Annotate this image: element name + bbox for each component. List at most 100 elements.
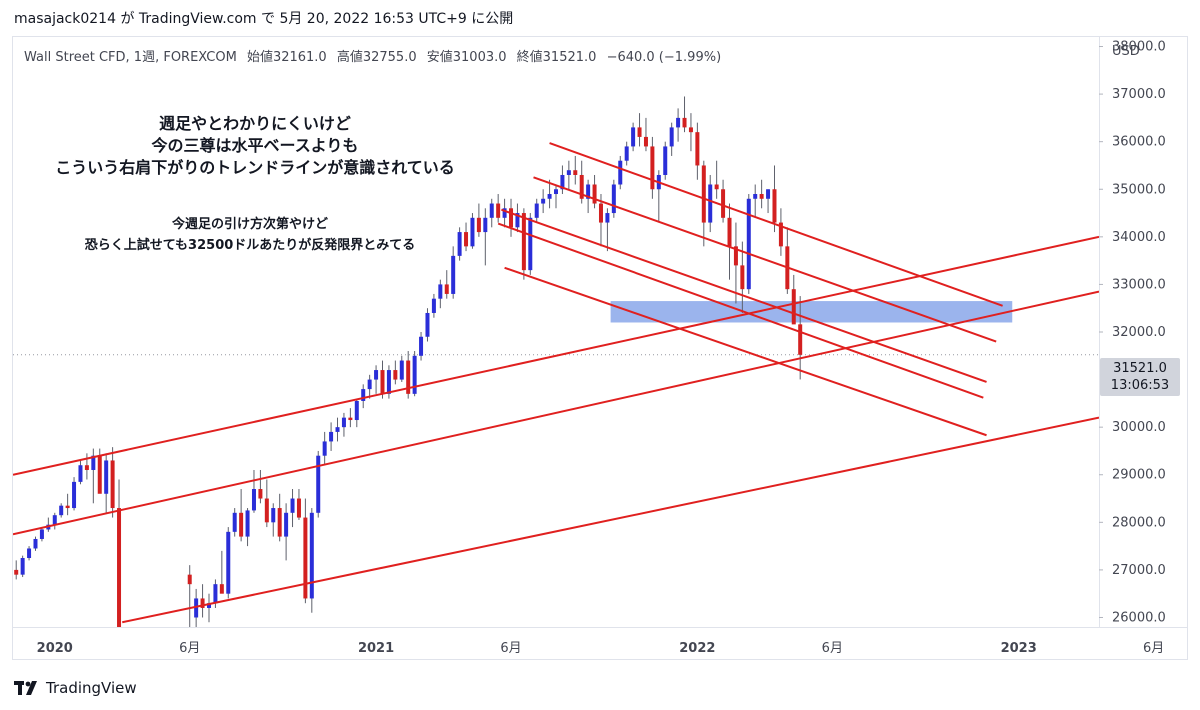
candle-body [406, 360, 411, 394]
candle-body [566, 170, 571, 175]
y-tick-label: 29000.0 [1112, 468, 1166, 483]
candle-body [354, 400, 359, 421]
candle-body [708, 184, 713, 223]
candle-body [245, 510, 250, 537]
candle-body [194, 598, 199, 618]
candle-body [431, 298, 436, 313]
candle-body [554, 189, 558, 195]
candle-body [393, 370, 398, 380]
y-tick-label: 37000.0 [1112, 87, 1166, 102]
x-tick-label: 6月 [179, 641, 200, 656]
candle-body [740, 265, 745, 290]
candle-body [65, 505, 70, 509]
candle-body [251, 489, 256, 511]
annotation-sub-line: 恐らく上試せても32500ドルあたりが反発限界とみてる [84, 238, 416, 253]
candle-body [39, 529, 44, 539]
candle-body [605, 213, 610, 223]
x-tick-label: 6月 [500, 641, 521, 656]
candle-body [701, 165, 706, 223]
x-tick-label: 2022 [679, 641, 715, 656]
annotation-main: 週足やとわかりにくいけど 今の三尊は水平ベースよりも こういう右肩下がりのトレン… [20, 113, 490, 179]
candle-body [457, 232, 462, 256]
low-value: 安値31003.0 [426, 50, 507, 65]
price-axis[interactable] [1100, 36, 1188, 628]
annotation-sub-line: 今週足の引け方次第やけど [171, 217, 328, 232]
candle-body [669, 127, 674, 147]
candle-body [534, 203, 539, 218]
candle-body [618, 160, 623, 185]
candle-body [78, 465, 83, 482]
falling-trendline [497, 222, 984, 399]
candle-body [52, 515, 57, 525]
rising-trendline [13, 290, 1099, 536]
candle-body [695, 132, 700, 166]
candle-body [84, 465, 89, 470]
candle-body [290, 498, 295, 513]
candle-body [483, 217, 488, 233]
candle-body [521, 213, 526, 271]
annotation-main-line: こういう右肩下がりのトレンドラインが意識されている [55, 158, 455, 177]
candle-body [643, 136, 648, 147]
candle-body [206, 603, 211, 608]
open-value: 始値32161.0 [246, 50, 327, 65]
last-price-value: 31521.0 [1113, 361, 1167, 376]
candle-body [59, 505, 64, 516]
candle-body [515, 213, 520, 228]
y-tick-label: 36000.0 [1112, 135, 1166, 150]
currency-label: USD [1112, 44, 1140, 59]
candle-body [573, 170, 578, 175]
publish-line: masajack0214 が TradingView.com で 5月 20, … [14, 11, 514, 27]
x-tick-label: 2020 [37, 641, 73, 656]
high-value: 高値32755.0 [336, 50, 417, 65]
candle-body [721, 189, 726, 218]
candle-body [791, 289, 796, 325]
candle-body [361, 389, 366, 401]
candle-body [746, 198, 751, 290]
candle-body [598, 203, 603, 223]
falling-trendline [533, 176, 997, 343]
candle-body [226, 531, 231, 594]
candle-body [624, 146, 629, 161]
candle-body [541, 198, 546, 204]
candle-body [296, 498, 301, 518]
candle-body [213, 584, 218, 604]
candle-body [399, 360, 404, 380]
candle-body [592, 184, 597, 204]
resistance-zone [610, 301, 1013, 323]
candle-body [97, 455, 102, 494]
symbol-info: Wall Street CFD, 1週, FOREXCOM 始値32161.0 … [24, 46, 727, 65]
y-tick-label: 28000.0 [1112, 515, 1166, 530]
candle-body [759, 194, 764, 199]
candle-body [20, 558, 25, 575]
candle-body [232, 512, 237, 532]
y-tick-label: 32000.0 [1112, 325, 1166, 340]
y-tick-label: 33000.0 [1112, 277, 1166, 292]
candle-body [766, 189, 771, 199]
candle-body [676, 117, 681, 128]
candle-body [476, 217, 481, 233]
candle-body [547, 194, 552, 199]
candle-body [91, 455, 96, 470]
candle-body [509, 208, 514, 228]
annotation-main-line: 週足やとわかりにくいけど [159, 114, 351, 133]
candle-body [528, 217, 533, 271]
y-tick-label: 30000.0 [1112, 420, 1166, 435]
candle-body [579, 174, 584, 199]
candle-body [341, 417, 346, 428]
candle-body [72, 481, 77, 509]
candle-body [438, 284, 443, 299]
y-tick-label: 27000.0 [1112, 563, 1166, 578]
candle-body [219, 584, 224, 594]
candle-body [688, 127, 693, 133]
x-tick-label: 2021 [358, 641, 394, 656]
candle-body [560, 174, 565, 190]
x-tick-label: 2023 [1001, 641, 1037, 656]
tradingview-brand[interactable]: TradingView [14, 679, 137, 697]
y-tick-label: 34000.0 [1112, 230, 1166, 245]
candle-body [329, 431, 334, 442]
candle-body [104, 460, 109, 494]
time-axis[interactable] [12, 628, 1188, 660]
candle-body [586, 184, 591, 199]
candle-body [772, 189, 777, 223]
